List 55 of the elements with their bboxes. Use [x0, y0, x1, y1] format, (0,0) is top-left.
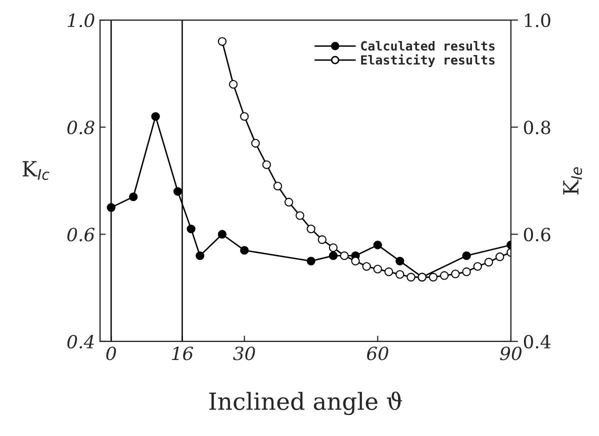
point: [396, 270, 404, 279]
point: [218, 230, 227, 239]
point: [284, 198, 294, 206]
point: [340, 251, 349, 260]
point: [306, 224, 316, 234]
y-tick-label: 0.4: [67, 334, 94, 349]
legend-label: Calculated results: [361, 40, 495, 51]
x-tick-label: 90: [500, 346, 522, 360]
point: [129, 192, 138, 202]
point: [328, 243, 338, 252]
point: [240, 246, 249, 255]
y2-tick-label: 0.4: [524, 334, 551, 349]
point: [218, 37, 227, 46]
point: [173, 187, 182, 196]
y2-tick-label: 0.8: [524, 120, 550, 134]
point: [151, 112, 160, 121]
point: [196, 251, 204, 260]
y-tick-label: 0.8: [67, 120, 94, 134]
y2-tick-label: 1.0: [524, 14, 550, 28]
point: [396, 256, 404, 266]
point: [186, 224, 196, 234]
point: [462, 267, 471, 276]
point: [384, 267, 394, 276]
point: [318, 235, 326, 244]
point: [428, 272, 438, 282]
y2-tick-label: 0.6: [524, 228, 550, 242]
point: [462, 251, 471, 260]
y-tick-label: 1.0: [68, 14, 94, 28]
point: [328, 251, 338, 260]
point: [362, 262, 371, 271]
point: [273, 182, 282, 190]
point: [406, 272, 416, 282]
y2-axis-title: K$_{Ie}$: [563, 167, 582, 194]
x-axis-title: Inclined angle ϑ: [209, 392, 402, 416]
point: [473, 262, 482, 271]
point: [296, 211, 304, 220]
x-tick-label: 60: [367, 346, 388, 360]
x-tick-label: 16: [172, 346, 194, 360]
x-tick-label: 0: [106, 346, 116, 360]
y-tick-label: 0.6: [67, 228, 95, 242]
point: [484, 258, 494, 266]
point: [228, 80, 238, 89]
point: [251, 138, 260, 148]
point: [373, 240, 382, 250]
legend-label: Elasticity results: [361, 54, 495, 68]
point: [440, 271, 449, 280]
point: [451, 270, 460, 278]
point: [373, 264, 382, 274]
point: [240, 112, 249, 121]
point: [496, 252, 504, 262]
point: [262, 160, 271, 169]
point: [351, 256, 360, 266]
point: [306, 256, 316, 266]
x-tick-label: 30: [233, 346, 255, 360]
y-axis-title: K$_{Ic}$: [22, 161, 50, 180]
